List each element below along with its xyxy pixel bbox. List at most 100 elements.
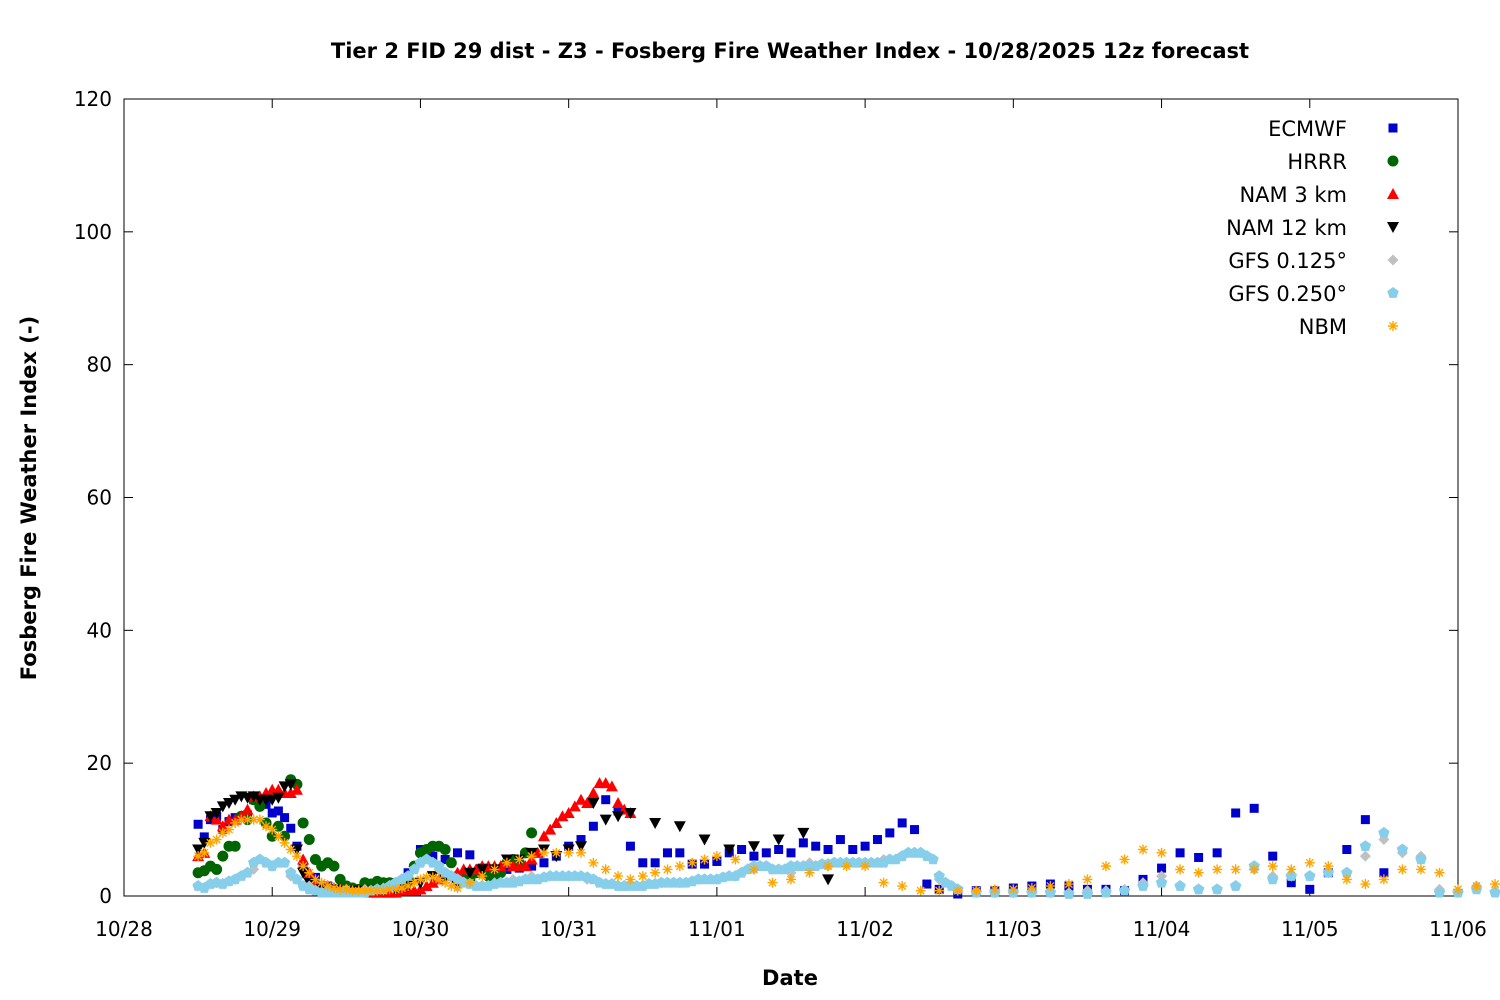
data-point: [465, 850, 475, 860]
data-point: [273, 806, 283, 816]
data-point: [1100, 861, 1111, 872]
data-point: [612, 811, 625, 823]
data-point: [223, 824, 234, 835]
data-point: [229, 840, 241, 852]
data-point: [588, 857, 599, 868]
data-point: [452, 883, 463, 894]
data-point: [1304, 870, 1316, 881]
y-tick-label: 120: [74, 87, 112, 111]
data-point: [1434, 867, 1445, 878]
data-point: [1063, 879, 1074, 890]
data-point: [650, 858, 660, 868]
data-point: [562, 806, 575, 818]
series-nbm: [193, 814, 1500, 896]
data-point: [544, 823, 557, 835]
legend: ECMWF HRRR NAM 3 km NAM 12 km GFS 0.125° GFS …: [1226, 117, 1399, 339]
data-point: [463, 867, 476, 879]
data-point: [291, 851, 302, 862]
data-point: [576, 835, 586, 845]
data-point: [587, 787, 600, 799]
data-point: [279, 837, 290, 848]
data-point: [1211, 883, 1223, 895]
x-tick-label: 11/01: [688, 917, 746, 941]
data-point: [205, 837, 216, 848]
data-point: [1415, 853, 1427, 865]
data-point: [433, 874, 444, 885]
data-point: [556, 810, 569, 822]
data-point: [952, 885, 963, 896]
data-point: [248, 814, 259, 825]
data-point: [872, 835, 882, 845]
data-point: [1397, 864, 1408, 875]
data-point: [1231, 808, 1241, 818]
y-tick-label: 0: [99, 884, 112, 908]
data-point: [1305, 884, 1315, 894]
data-point: [310, 874, 321, 885]
data-point: [674, 861, 685, 872]
data-point: [1026, 883, 1037, 894]
data-point: [1119, 854, 1130, 865]
data-point: [613, 806, 623, 816]
x-tick-label: 10/30: [392, 917, 450, 941]
data-point: [848, 845, 858, 855]
data-point: [335, 884, 346, 895]
data-point: [860, 861, 871, 872]
data-point: [613, 871, 624, 882]
data-point: [638, 858, 648, 868]
data-point: [267, 808, 277, 818]
data-point: [971, 885, 982, 896]
data-point: [1286, 864, 1297, 875]
data-point: [563, 847, 574, 858]
data-point: [409, 877, 420, 888]
data-point: [581, 797, 594, 809]
data-point: [439, 844, 451, 856]
x-tick-label: 11/04: [1133, 917, 1191, 941]
data-point: [1230, 864, 1241, 875]
data-point: [575, 841, 588, 853]
data-point: [501, 857, 512, 868]
y-axis: 0 20 40 60 80 100 120: [74, 87, 1458, 908]
data-point: [798, 838, 808, 848]
data-point: [316, 877, 327, 888]
data-point: [278, 856, 291, 868]
data-point: [989, 884, 1000, 895]
data-point: [1341, 866, 1353, 878]
data-point: [650, 867, 661, 878]
data-point: [446, 881, 457, 892]
data-point: [1192, 883, 1205, 895]
data-point: [699, 854, 710, 865]
data-point: [453, 848, 462, 858]
legend-label: GFS 0.125°: [1228, 249, 1347, 273]
data-point: [286, 823, 296, 833]
data-point: [1193, 867, 1204, 878]
data-point: [372, 885, 383, 896]
legend-marker: [1388, 321, 1398, 331]
data-point: [1194, 852, 1204, 862]
data-point: [786, 848, 796, 858]
data-point: [1415, 864, 1426, 875]
data-point: [477, 871, 488, 882]
data-point: [835, 835, 845, 845]
data-point: [1155, 876, 1168, 888]
data-point: [211, 863, 223, 875]
data-point: [749, 851, 759, 861]
data-point: [297, 817, 309, 829]
data-point: [403, 881, 414, 892]
data-point: [605, 780, 618, 792]
data-point: [811, 841, 821, 851]
data-point: [933, 870, 945, 881]
data-point: [445, 857, 457, 869]
data-point: [1379, 868, 1389, 878]
series-gfs-0-250-: [192, 826, 1500, 899]
data-point: [193, 819, 203, 829]
data-point: [328, 883, 339, 894]
y-tick-label: 20: [87, 751, 112, 775]
data-point: [199, 847, 210, 858]
legend-label: NAM 12 km: [1226, 216, 1347, 240]
data-point: [440, 854, 450, 864]
data-point: [1175, 864, 1186, 875]
x-tick-label: 11/06: [1429, 917, 1487, 941]
y-tick-label: 60: [87, 486, 112, 510]
data-point: [797, 827, 810, 839]
